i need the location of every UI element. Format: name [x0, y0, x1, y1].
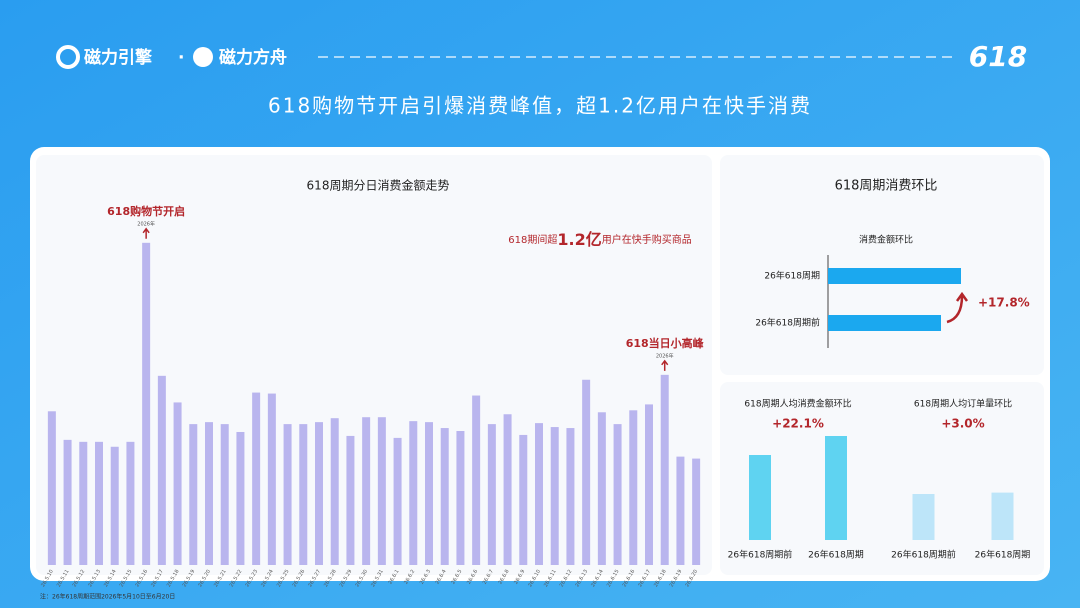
bar	[142, 242, 151, 565]
bar	[315, 422, 323, 565]
logo-icon	[193, 47, 213, 67]
bar	[409, 421, 418, 565]
bar	[582, 379, 591, 565]
bar	[95, 441, 103, 565]
bar	[912, 494, 935, 540]
chart-title: 618周期人均消费金额环比	[744, 398, 851, 410]
bar	[991, 492, 1014, 540]
bar	[503, 414, 512, 565]
bar	[519, 434, 528, 565]
bar	[157, 375, 166, 565]
highlight: 618期间超1.2亿用户在快手购买商品	[508, 230, 691, 249]
annotation: 618购物节开启	[107, 204, 185, 218]
change-label: +3.0%	[941, 417, 984, 431]
change-label: +17.8%	[978, 296, 1030, 310]
annotation-sub: 2026年	[656, 352, 674, 359]
bar	[267, 393, 276, 565]
bar	[47, 411, 56, 565]
bar	[660, 374, 669, 565]
logo-618: 618	[969, 40, 1027, 73]
slide-title: 618购物节开启引爆消费峰值，超1.2亿用户在快手消费	[268, 94, 812, 118]
bar	[63, 439, 72, 565]
right-bottom-panel	[720, 382, 1044, 575]
bar	[330, 418, 339, 565]
bar	[535, 423, 543, 565]
bar	[692, 458, 701, 565]
highlight-part: 618期间超	[508, 233, 557, 246]
bar	[613, 424, 622, 565]
bar	[252, 392, 261, 565]
bar	[456, 431, 465, 565]
x-tick-label: 26年618周期前	[728, 549, 793, 561]
bar	[472, 395, 481, 565]
change-label: +22.1%	[772, 417, 824, 431]
bar	[393, 437, 402, 565]
chart-title: 消费金额环比	[859, 234, 913, 246]
highlight-part: 用户在快手购买商品	[602, 233, 692, 246]
bar	[110, 446, 119, 565]
bar	[597, 412, 606, 565]
bar	[205, 422, 213, 565]
chart-title: 618周期分日消费金额走势	[307, 178, 450, 193]
bar	[220, 424, 229, 565]
bar	[828, 315, 941, 331]
annotation-sub: 2026年	[137, 220, 155, 227]
bar	[566, 428, 575, 565]
brand: 磁力引擎	[84, 47, 153, 68]
bar	[283, 424, 292, 565]
logo-icon	[56, 45, 80, 69]
x-tick-label: 26年618周期	[975, 549, 1031, 561]
section-title: 618周期消费环比	[835, 179, 938, 194]
bar	[236, 431, 245, 565]
arrow	[661, 359, 669, 371]
arrow	[946, 291, 969, 324]
bar	[362, 417, 371, 565]
annotation: 618当日小高峰	[626, 336, 705, 350]
x-tick-label: 26年618周期前	[891, 549, 956, 561]
bar	[749, 455, 771, 540]
right-top-panel	[720, 155, 1044, 375]
bar	[645, 404, 653, 565]
x-tick-label: 26年618周期	[808, 549, 864, 561]
bar	[828, 268, 961, 284]
bar	[825, 436, 847, 540]
left-panel	[36, 155, 712, 575]
bar	[79, 441, 88, 565]
bar	[299, 424, 308, 565]
bar	[346, 435, 355, 565]
brand: 磁力方舟	[219, 47, 287, 68]
bar	[629, 410, 638, 565]
bar	[440, 428, 449, 565]
bar	[173, 402, 182, 565]
bar	[126, 441, 135, 565]
bar	[425, 422, 433, 565]
arrow	[142, 227, 150, 239]
chart-title: 618周期人均订单量环比	[914, 398, 1012, 410]
bar	[676, 456, 685, 565]
bar	[487, 424, 496, 565]
bar	[377, 417, 386, 565]
footnote: 注：26年618周期范围2026年5月10日至6月20日	[40, 593, 175, 601]
y-tick-label: 26年618周期	[764, 270, 820, 282]
y-tick-label: 26年618周期前	[755, 317, 820, 329]
highlight-part: 1.2亿	[557, 230, 601, 249]
separator: ·	[178, 48, 184, 68]
bar	[550, 427, 559, 565]
bar	[189, 424, 198, 565]
